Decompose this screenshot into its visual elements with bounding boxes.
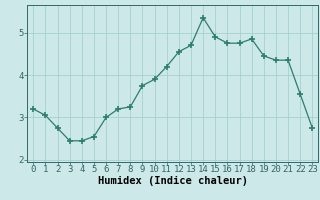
X-axis label: Humidex (Indice chaleur): Humidex (Indice chaleur) — [98, 176, 248, 186]
